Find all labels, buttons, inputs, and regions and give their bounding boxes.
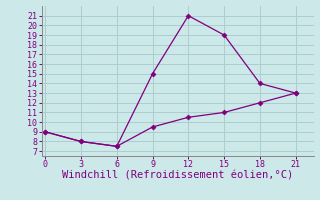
X-axis label: Windchill (Refroidissement éolien,°C): Windchill (Refroidissement éolien,°C) (62, 171, 293, 181)
